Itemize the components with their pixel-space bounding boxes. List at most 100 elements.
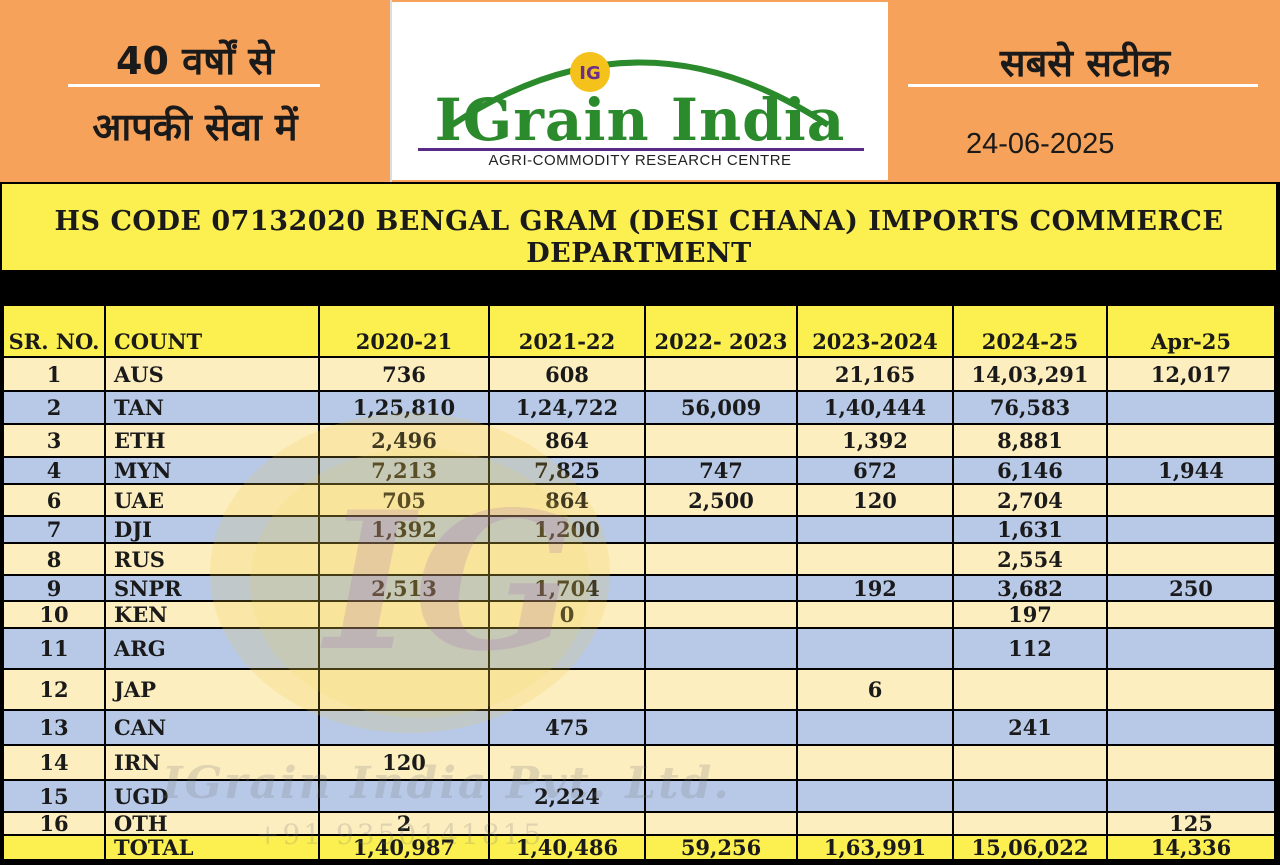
cell-fy-2020-21: 2,496 xyxy=(320,425,490,458)
cell-country: UGD xyxy=(106,781,320,813)
logo-subtitle: AGRI-COMMODITY RESEARCH CENTRE xyxy=(488,152,792,169)
cell-fy-2021-22 xyxy=(490,813,646,836)
header-right-panel: सबसे सटीक 24-06-2025 xyxy=(890,0,1280,182)
title-line-2: DEPARTMENT xyxy=(526,238,752,269)
cell-country: TOTAL xyxy=(106,835,320,861)
cell-fy-2021-22: 864 xyxy=(490,485,646,517)
cell-country: IRN xyxy=(106,746,320,781)
cell-sr-no: 2 xyxy=(2,392,106,425)
cell-apr-25: 14,336 xyxy=(1108,835,1276,861)
cell-fy-2021-22 xyxy=(490,629,646,670)
cell-sr-no: 3 xyxy=(2,425,106,458)
table-row: 14 IRN 120 xyxy=(2,746,1276,781)
cell-fy-2023-24 xyxy=(798,746,954,781)
header-apr-25: Apr-25 xyxy=(1108,306,1276,358)
cell-fy-2021-22: 608 xyxy=(490,358,646,392)
logo-underline xyxy=(418,148,864,151)
cell-country: DJI xyxy=(106,517,320,544)
title-line-1: HS CODE 07132020 BENGAL GRAM (DESI CHANA… xyxy=(54,206,1224,237)
cell-sr-no: 14 xyxy=(2,746,106,781)
cell-fy-2022-23: 2,500 xyxy=(646,485,798,517)
tagline-service: आपकी सेवा में xyxy=(92,105,298,149)
table-row: 4 MYN 7,213 7,825 747 672 6,146 1,944 xyxy=(2,458,1276,485)
logo-panel: IG IGrain India AGRI-COMMODITY RESEARCH … xyxy=(392,2,888,180)
cell-country: OTH xyxy=(106,811,320,836)
cell-fy-2020-21: 1,40,987 xyxy=(320,835,490,861)
cell-apr-25 xyxy=(1108,670,1276,711)
cell-fy-2020-21 xyxy=(320,670,490,711)
cell-fy-2023-24: 1,392 xyxy=(798,425,954,458)
cell-apr-25: 250 xyxy=(1108,576,1276,602)
header-fy-2021-22: 2021-22 xyxy=(490,306,646,358)
cell-fy-2020-21 xyxy=(320,544,490,576)
cell-fy-2021-22: 7,825 xyxy=(490,458,646,485)
cell-fy-2022-23 xyxy=(646,602,798,629)
logo-arc-icon: IG xyxy=(450,52,830,128)
cell-fy-2024-25: 8,881 xyxy=(954,425,1108,458)
cell-country: RUS xyxy=(106,544,320,576)
cell-apr-25 xyxy=(1108,544,1276,576)
header-sr-no: SR. NO. xyxy=(2,306,106,358)
cell-fy-2020-21 xyxy=(320,629,490,670)
cell-sr-no: 9 xyxy=(2,576,106,602)
cell-fy-2024-25: 14,03,291 xyxy=(954,358,1108,392)
cell-fy-2022-23 xyxy=(646,425,798,458)
separator-band xyxy=(2,270,1276,306)
cell-country: ETH xyxy=(106,425,320,458)
header-fy-2020-21: 2020-21 xyxy=(320,306,490,358)
cell-fy-2024-25: 2,704 xyxy=(954,485,1108,517)
cell-apr-25 xyxy=(1108,781,1276,813)
cell-fy-2022-23 xyxy=(646,576,798,602)
cell-fy-2021-22: 0 xyxy=(490,602,646,629)
cell-sr-no: 10 xyxy=(2,602,106,629)
cell-fy-2022-23 xyxy=(646,813,798,836)
cell-fy-2022-23 xyxy=(646,781,798,813)
tagline-accurate: सबसे सटीक xyxy=(999,41,1171,85)
cell-fy-2023-24 xyxy=(798,544,954,576)
header-fy-2024-25: 2024-25 xyxy=(954,306,1108,358)
cell-fy-2023-24 xyxy=(798,602,954,629)
cell-fy-2020-21: 1,392 xyxy=(320,517,490,544)
cell-fy-2021-22: 1,24,722 xyxy=(490,392,646,425)
cell-fy-2022-23 xyxy=(646,670,798,711)
header: 40 वर्षों से आपकी सेवा में IG IGrain Ind… xyxy=(0,0,1280,182)
cell-apr-25: 12,017 xyxy=(1108,358,1276,392)
cell-fy-2022-23: 59,256 xyxy=(646,835,798,861)
cell-sr-no: 12 xyxy=(2,670,106,711)
cell-fy-2020-21 xyxy=(320,781,490,813)
cell-fy-2024-25 xyxy=(954,746,1108,781)
cell-fy-2024-25: 76,583 xyxy=(954,392,1108,425)
cell-fy-2021-22: 2,224 xyxy=(490,781,646,813)
cell-fy-2021-22: 1,40,486 xyxy=(490,835,646,861)
header-fy-2023-24: 2023-2024 xyxy=(798,306,954,358)
cell-fy-2022-23 xyxy=(646,629,798,670)
cell-fy-2021-22 xyxy=(490,544,646,576)
cell-apr-25 xyxy=(1108,517,1276,544)
cell-fy-2022-23: 747 xyxy=(646,458,798,485)
cell-fy-2024-25: 2,554 xyxy=(954,544,1108,576)
cell-fy-2020-21: 736 xyxy=(320,358,490,392)
cell-fy-2020-21: 705 xyxy=(320,485,490,517)
cell-fy-2023-24: 1,63,991 xyxy=(798,835,954,861)
cell-fy-2022-23 xyxy=(646,746,798,781)
cell-fy-2021-22: 475 xyxy=(490,711,646,746)
cell-fy-2023-24: 6 xyxy=(798,670,954,711)
cell-fy-2024-25: 1,631 xyxy=(954,517,1108,544)
cell-sr-no: 6 xyxy=(2,485,106,517)
header-left-panel: 40 वर्षों से आपकी सेवा में xyxy=(0,0,392,182)
cell-fy-2024-25 xyxy=(954,781,1108,813)
table-header-row: SR. NO. COUNT 2020-21 2021-22 2022- 2023 2023… xyxy=(2,306,1276,358)
cell-fy-2020-21 xyxy=(320,602,490,629)
total-row: TOTAL 1,40,987 1,40,486 59,256 1,63,991 15,06… xyxy=(2,835,1276,861)
report-date: 24-06-2025 xyxy=(966,128,1115,160)
cell-sr-no: 8 xyxy=(2,544,106,576)
cell-fy-2024-25: 15,06,022 xyxy=(954,835,1108,861)
cell-sr-no: 13 xyxy=(2,711,106,746)
cell-sr-no: 7 xyxy=(2,517,106,544)
header-country: COUNT xyxy=(106,306,320,358)
cell-country: MYN xyxy=(106,458,320,485)
cell-sr-no: 1 xyxy=(2,358,106,392)
cell-fy-2022-23 xyxy=(646,711,798,746)
table-row: 15 UGD 2,224 xyxy=(2,781,1276,813)
logo-badge: IG xyxy=(579,63,600,84)
